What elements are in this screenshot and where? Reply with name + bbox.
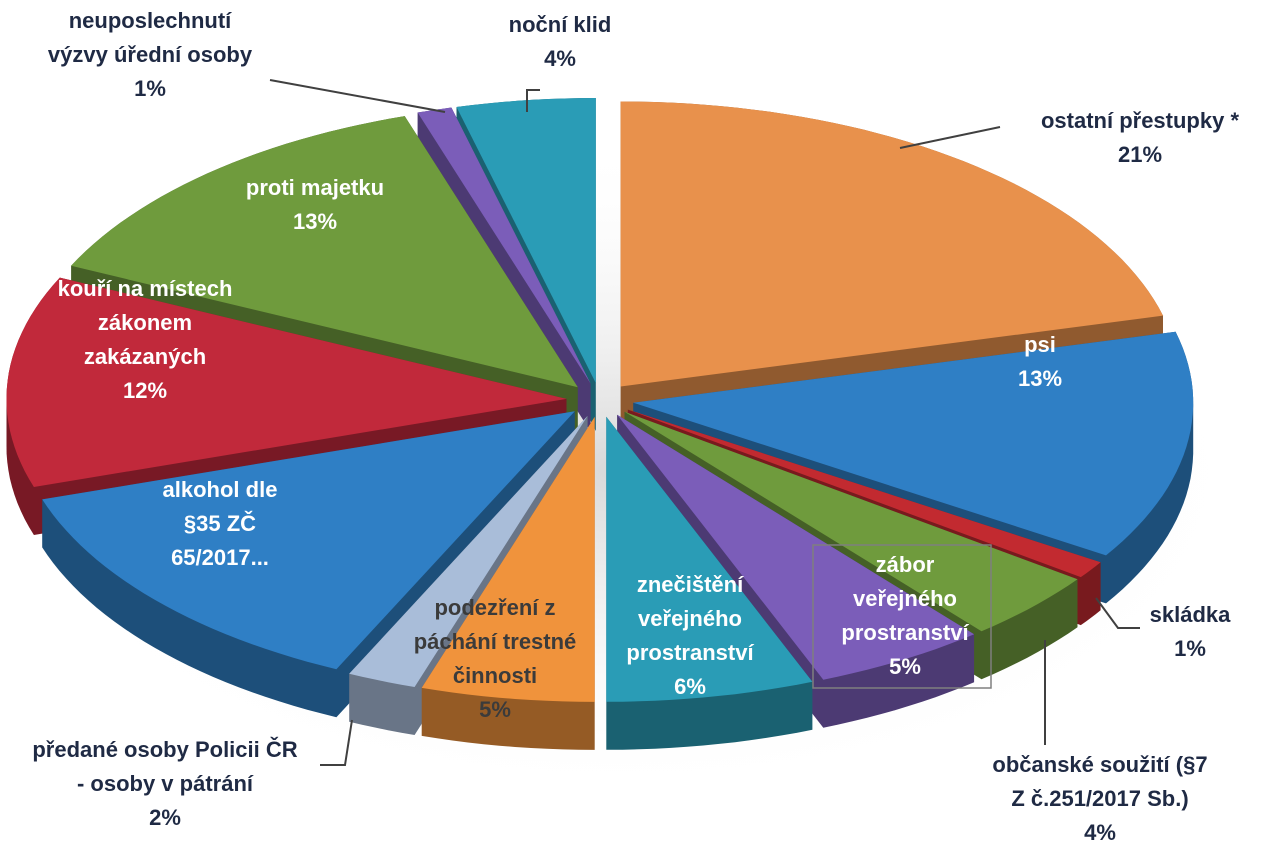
slice-top bbox=[6, 277, 567, 487]
value-label: 6% bbox=[674, 674, 706, 699]
value-label: 12% bbox=[123, 378, 167, 403]
slice-top bbox=[71, 116, 578, 388]
category-label: podezření z páchání trestné činnosti bbox=[414, 595, 577, 688]
category-label: psi bbox=[1024, 332, 1056, 357]
value-label: 5% bbox=[479, 697, 511, 722]
leader-line bbox=[526, 89, 540, 112]
category-label: proti majetku bbox=[246, 175, 384, 200]
value-label: 1% bbox=[1174, 636, 1206, 661]
category-label: znečištění veřejného prostranství bbox=[626, 572, 754, 665]
category-label: zábor veřejného prostranství bbox=[841, 552, 969, 645]
category-label: neuposlechnutí výzvy úřední osoby bbox=[48, 8, 253, 67]
value-label: 21% bbox=[1118, 142, 1162, 167]
slice-top bbox=[417, 107, 591, 384]
category-label: skládka bbox=[1150, 602, 1231, 627]
category-label: občanské soužití (§7 Z č.251/2017 Sb.) bbox=[992, 752, 1207, 811]
value-label: 4% bbox=[1084, 820, 1116, 845]
slice-top bbox=[617, 414, 975, 680]
leader-line bbox=[899, 126, 1001, 149]
category-label: předané osoby Policii ČR - osoby v pátrán… bbox=[32, 737, 297, 796]
category-label: noční klid bbox=[509, 12, 612, 37]
category-label: kouří na místech zákonem zakázaných bbox=[58, 276, 233, 369]
slice-top bbox=[349, 415, 588, 687]
slice-top bbox=[627, 409, 1101, 578]
value-label: 13% bbox=[1018, 366, 1062, 391]
slice-top bbox=[42, 411, 575, 670]
leader-line bbox=[1095, 597, 1140, 629]
value-label: 4% bbox=[544, 46, 576, 71]
value-label: 2% bbox=[149, 805, 181, 830]
value-label: 1% bbox=[134, 76, 166, 101]
value-label: 13% bbox=[293, 209, 337, 234]
labels: ostatní přestupky * 21% psi 13% skládka 1% obč… bbox=[32, 8, 1239, 845]
leader-line bbox=[269, 79, 446, 113]
slice-top bbox=[421, 416, 595, 702]
category-label: ostatní přestupky * bbox=[1041, 108, 1239, 133]
label-frame bbox=[812, 544, 992, 689]
slice-top bbox=[456, 98, 596, 383]
slice-top bbox=[624, 411, 1078, 632]
slice-top bbox=[620, 101, 1163, 387]
slice-top bbox=[606, 416, 813, 702]
slice-sides bbox=[6, 98, 1194, 750]
leader-line bbox=[320, 719, 353, 766]
slice-top bbox=[633, 331, 1194, 556]
value-label: 5% bbox=[889, 654, 921, 679]
category-label: alkohol dle §35 ZČ 65/2017... bbox=[163, 477, 278, 570]
